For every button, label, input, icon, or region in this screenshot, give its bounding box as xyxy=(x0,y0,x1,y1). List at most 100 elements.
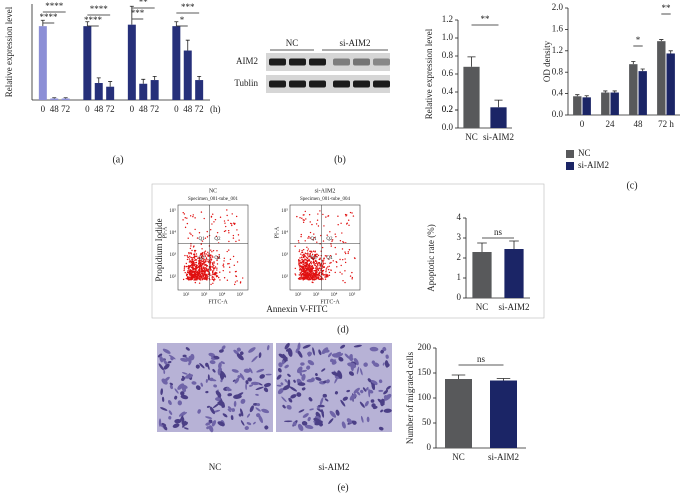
event-dot xyxy=(306,277,308,279)
event-dot xyxy=(187,265,190,267)
cell xyxy=(383,395,388,399)
event-dot xyxy=(335,235,337,238)
event-dot xyxy=(312,250,315,252)
cell xyxy=(360,389,364,394)
cell xyxy=(359,401,365,408)
event-dot xyxy=(202,278,204,280)
cell xyxy=(221,345,226,350)
event-dot xyxy=(317,213,319,215)
event-dot xyxy=(298,277,301,279)
event-dot xyxy=(319,210,321,212)
significance-label: ns xyxy=(477,354,486,364)
event-dot xyxy=(306,256,308,259)
event-dot xyxy=(190,233,192,236)
cell xyxy=(315,373,318,377)
event-dot xyxy=(343,241,345,244)
bar xyxy=(445,379,472,448)
event-dot xyxy=(205,260,207,263)
event-dot xyxy=(202,257,204,260)
bar xyxy=(657,41,666,115)
event-dot xyxy=(303,253,305,256)
cell xyxy=(190,353,195,361)
event-dot xyxy=(309,231,312,234)
event-dot xyxy=(191,249,193,252)
event-dot xyxy=(228,262,230,265)
cell xyxy=(341,421,346,429)
cell xyxy=(169,382,173,386)
event-dot xyxy=(205,267,207,269)
cell xyxy=(293,379,296,383)
panel-label: (e) xyxy=(337,482,348,493)
cell xyxy=(353,387,360,394)
event-dot xyxy=(339,271,341,273)
event-dot xyxy=(309,250,311,253)
event-dot xyxy=(206,273,208,276)
event-dot xyxy=(193,264,195,266)
cell xyxy=(248,347,256,353)
event-dot xyxy=(191,235,194,237)
event-dot xyxy=(228,266,231,268)
event-dot xyxy=(231,224,233,227)
event-dot xyxy=(205,267,208,270)
event-dot xyxy=(195,273,198,276)
y-tick-label: 200 xyxy=(418,342,432,352)
bar xyxy=(573,96,582,115)
event-dot xyxy=(216,255,218,258)
significance-label: *** xyxy=(131,8,145,18)
event-dot xyxy=(201,276,203,279)
event-dot xyxy=(296,215,298,218)
y-tick-label: 10⁵ xyxy=(281,208,288,214)
y-tick-label: 1.6 xyxy=(552,23,564,33)
cell xyxy=(289,386,298,392)
bar xyxy=(601,92,610,115)
x-tick-label: si-AIM2 xyxy=(488,452,519,462)
event-dot xyxy=(306,257,309,260)
event-dot xyxy=(309,269,311,272)
x-tick-label: 10⁴ xyxy=(331,292,338,298)
error-bar xyxy=(477,242,487,252)
cell xyxy=(301,373,306,381)
event-dot xyxy=(315,259,317,262)
event-dot xyxy=(302,221,305,224)
event-dot xyxy=(325,271,327,273)
event-dot xyxy=(218,256,220,258)
event-dot xyxy=(188,261,191,263)
x-tick-label: si-AIM2 xyxy=(483,132,514,142)
event-dot xyxy=(321,266,323,268)
event-dot xyxy=(311,265,313,267)
event-dot xyxy=(189,247,192,250)
blot-band xyxy=(289,58,306,66)
event-dot xyxy=(313,233,315,235)
event-dot xyxy=(198,273,200,275)
event-dot xyxy=(309,252,311,255)
event-dot xyxy=(211,223,213,225)
cell xyxy=(212,368,216,373)
event-dot xyxy=(313,279,315,281)
cell xyxy=(286,348,291,352)
plot-title: NC xyxy=(209,188,217,194)
cell xyxy=(278,362,283,368)
event-dot xyxy=(311,272,313,274)
x-tick-label: 10² xyxy=(183,292,190,298)
event-dot xyxy=(319,264,322,267)
event-dot xyxy=(215,272,218,274)
event-dot xyxy=(297,240,300,242)
bar xyxy=(50,98,59,100)
error-bar xyxy=(631,61,636,65)
event-dot xyxy=(313,272,316,275)
event-dot xyxy=(201,240,204,242)
cell xyxy=(208,352,215,357)
event-dot xyxy=(202,262,205,264)
blot-band xyxy=(269,58,286,66)
cell xyxy=(180,391,185,396)
significance-label: ** xyxy=(662,3,672,13)
flow-y-label: Propidium Iodide xyxy=(154,218,164,281)
cell xyxy=(324,349,330,353)
event-dot xyxy=(307,276,310,278)
event-dot xyxy=(195,266,198,268)
event-dot xyxy=(229,271,231,273)
event-dot xyxy=(233,283,236,286)
event-dot xyxy=(234,271,237,273)
y-tick-label: 10³ xyxy=(282,252,289,258)
event-dot xyxy=(339,239,342,242)
